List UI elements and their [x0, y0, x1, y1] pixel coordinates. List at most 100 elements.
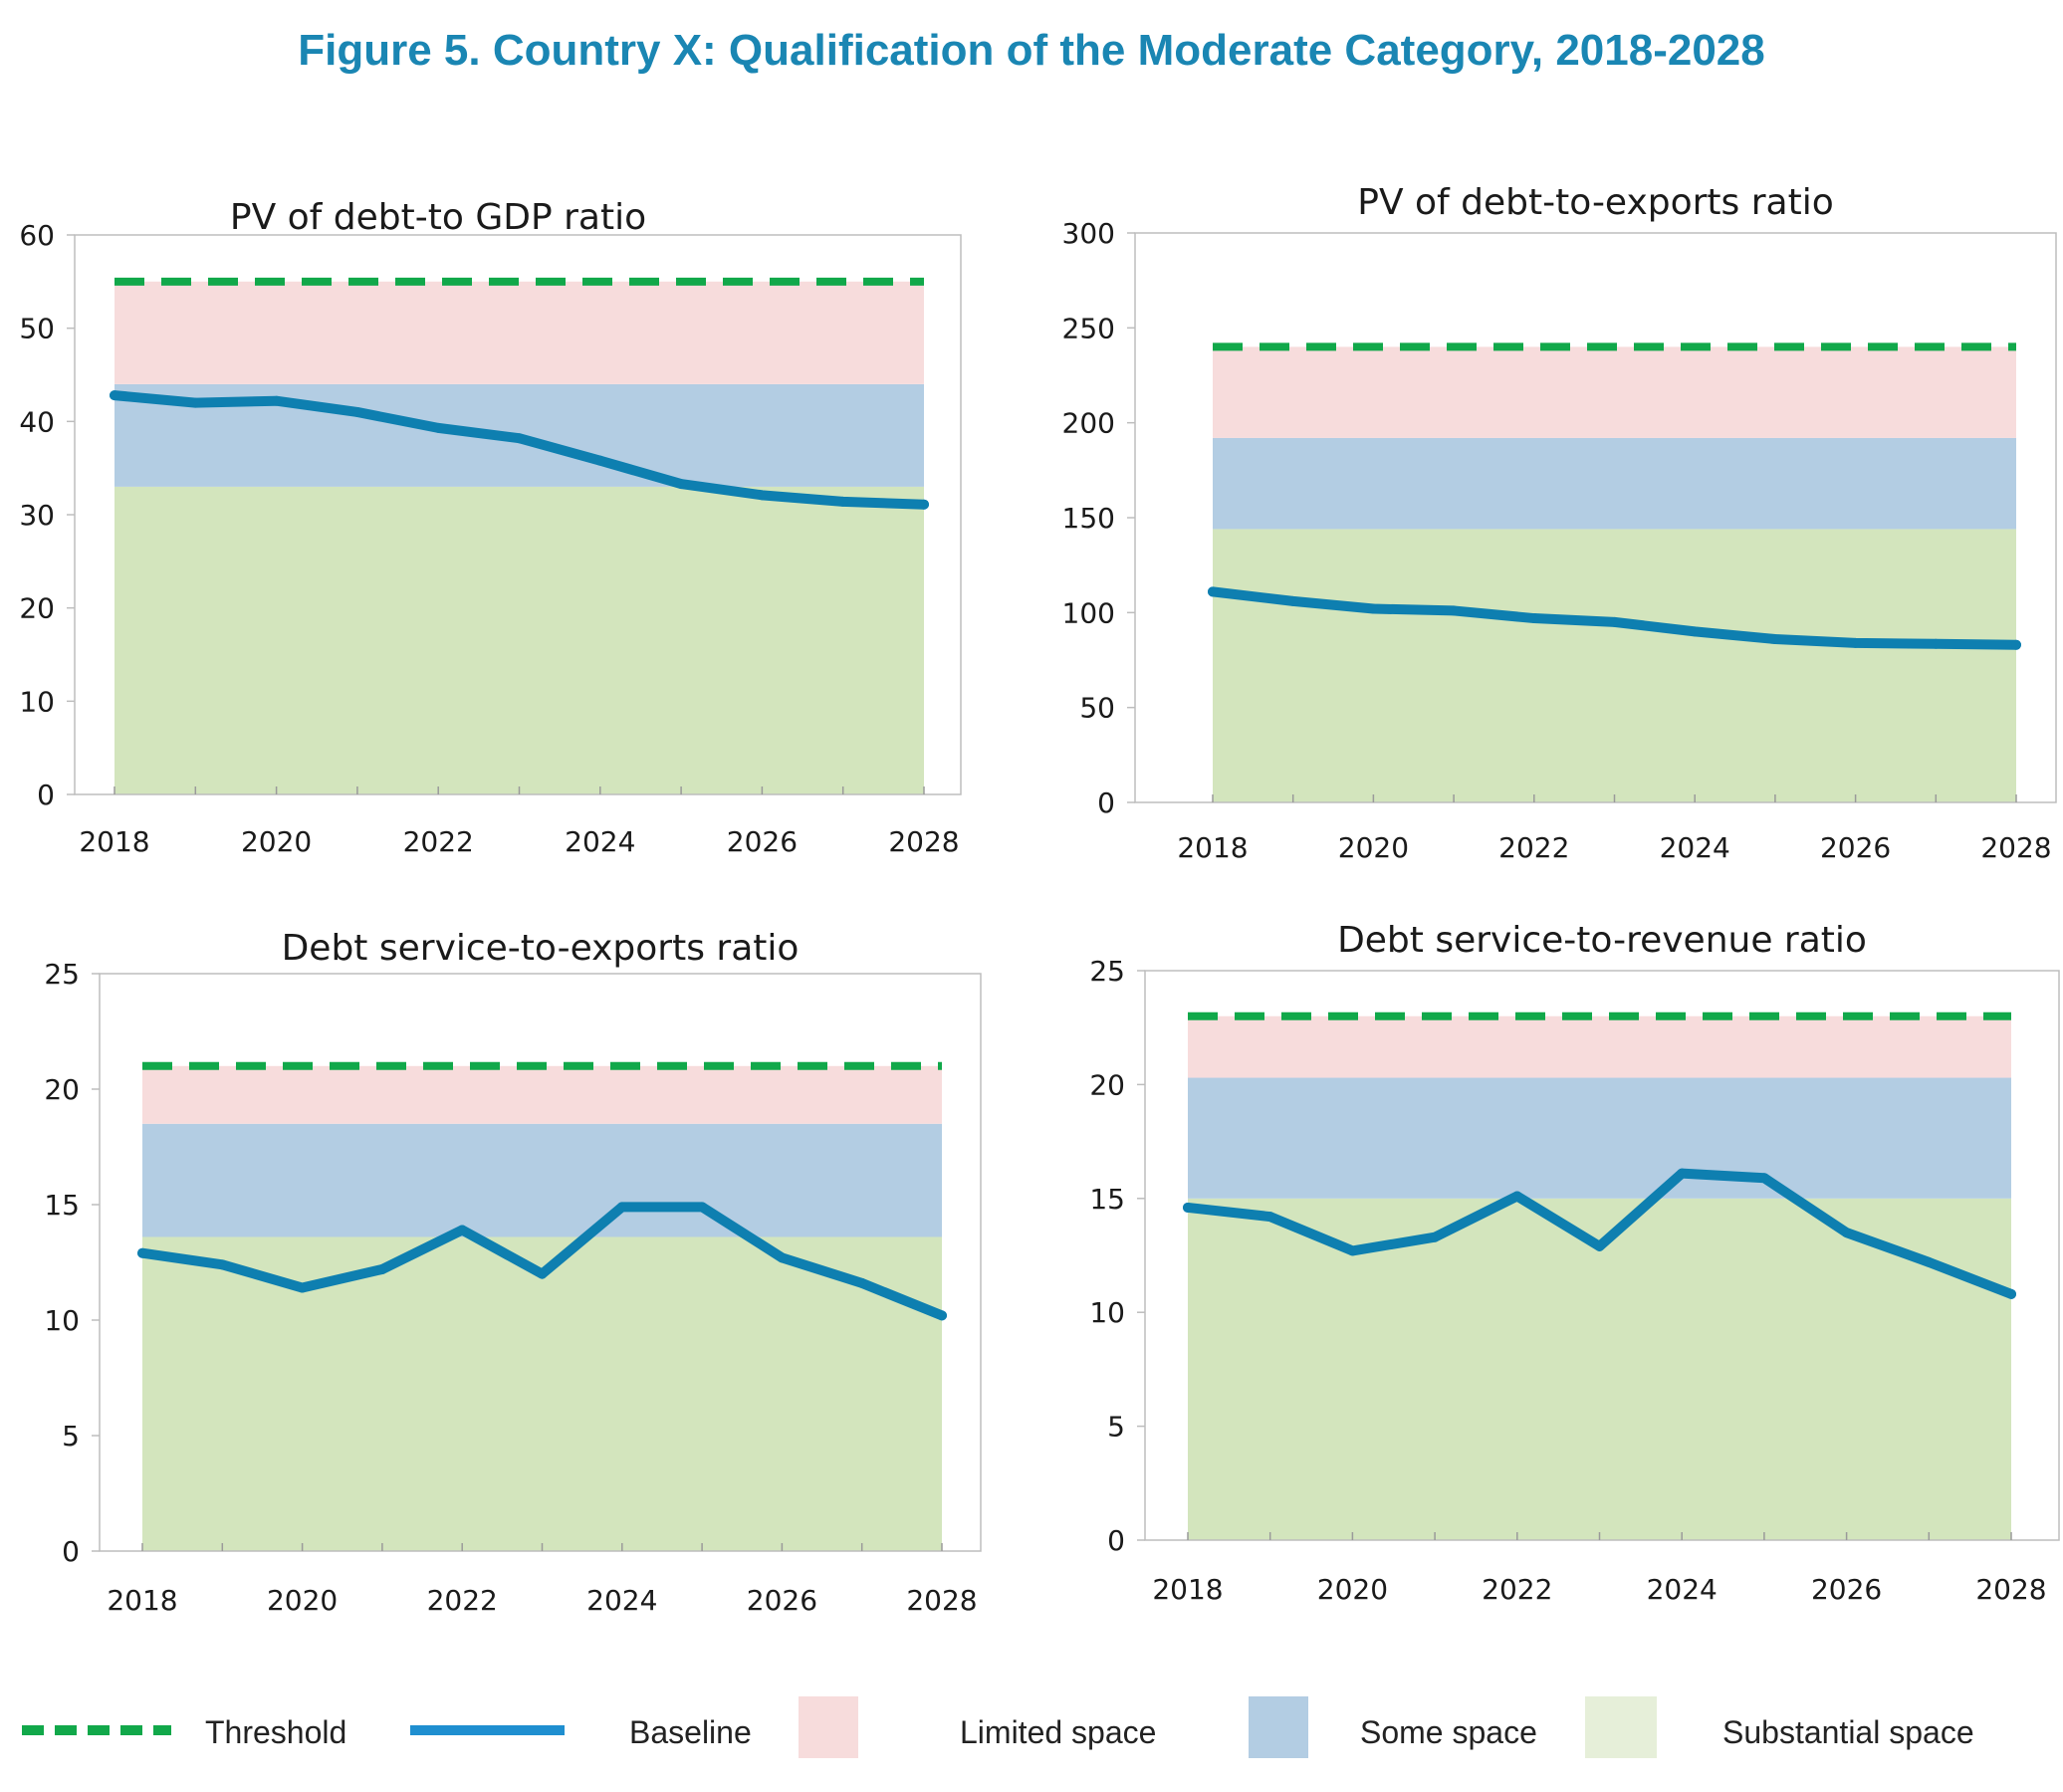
x-tick-label: 2018 [1152, 1573, 1223, 1606]
some-space-band [1213, 437, 2016, 530]
baseline-point [2011, 639, 2021, 650]
y-tick-label: 40 [19, 405, 55, 438]
x-tick-label: 2026 [1811, 1573, 1882, 1606]
baseline-point [1528, 613, 1539, 624]
x-tick-label: 2026 [727, 825, 798, 858]
y-tick-label: 10 [1089, 1296, 1125, 1329]
plot-frame [99, 973, 982, 1552]
x-tick-label: 2024 [565, 825, 635, 858]
chart-title: Debt service-to-exports ratio [282, 928, 800, 969]
baseline-point [1183, 1202, 1193, 1213]
y-tick-label: 50 [19, 313, 55, 345]
baseline-point [1758, 1173, 1769, 1184]
x-tick-label: 2022 [1498, 831, 1569, 864]
baseline-point [919, 499, 929, 510]
x-tick-label: 2024 [1647, 1573, 1718, 1606]
y-tick-label: 0 [1097, 786, 1115, 819]
baseline-point [1368, 603, 1379, 614]
baseline-point [351, 406, 362, 417]
x-tick-label: 2020 [267, 1584, 338, 1617]
baseline-point [1287, 595, 1298, 606]
y-tick-label: 0 [62, 1535, 80, 1568]
figure-title: Figure 5. Country X: Qualification of th… [298, 26, 1765, 75]
baseline-point [537, 1268, 548, 1279]
baseline-point [271, 395, 282, 406]
y-tick-label: 20 [19, 592, 55, 625]
some-space-band [1188, 1077, 2011, 1199]
legend-label-baseline: Baseline [629, 1714, 752, 1750]
substantial-space-band [115, 486, 924, 794]
baseline-point [190, 397, 201, 408]
chart-title: PV of debt-to-exports ratio [1357, 182, 1834, 223]
limited-space-band [142, 1065, 942, 1124]
substantial-space-band [1188, 1198, 2011, 1540]
baseline-point [137, 1247, 147, 1258]
baseline-point [110, 390, 119, 401]
baseline-point [514, 433, 525, 444]
legend-item-limited-space: Limited space [799, 1692, 1197, 1772]
substantial-space-band [1213, 529, 2016, 802]
y-tick-label: 5 [62, 1420, 80, 1453]
y-tick-label: 20 [44, 1073, 80, 1106]
x-tick-label: 2026 [1820, 831, 1891, 864]
x-tick-label: 2022 [1482, 1573, 1552, 1606]
x-tick-label: 2018 [1177, 831, 1248, 864]
y-tick-label: 30 [19, 499, 55, 532]
legend-label-limited-space: Limited space [960, 1714, 1157, 1750]
y-tick-label: 0 [37, 779, 55, 811]
x-tick-label: 2026 [747, 1584, 817, 1617]
baseline-point [1924, 1256, 1935, 1267]
baseline-point [433, 422, 444, 433]
y-tick-label: 10 [19, 685, 55, 718]
baseline-point [837, 496, 848, 507]
y-tick-label: 50 [1079, 692, 1115, 725]
substantial-space-band [142, 1236, 942, 1551]
x-tick-label: 2028 [1980, 831, 2051, 864]
baseline-point [676, 479, 687, 490]
baseline-point [757, 490, 768, 501]
y-tick-label: 25 [1089, 955, 1125, 988]
baseline-point [1449, 605, 1460, 616]
legend-label-substantial-space: Substantial space [1722, 1714, 1974, 1750]
x-tick-label: 2018 [79, 825, 149, 858]
baseline-point [937, 1310, 947, 1321]
some-space-swatch [1249, 1696, 1308, 1758]
baseline-point [697, 1202, 708, 1213]
baseline-point [1677, 1168, 1688, 1179]
y-tick-label: 15 [44, 1189, 80, 1222]
y-tick-label: 200 [1062, 407, 1115, 440]
limited-space-band [115, 281, 924, 384]
y-tick-label: 0 [1107, 1524, 1125, 1557]
x-tick-label: 2020 [1338, 831, 1409, 864]
baseline-point [1511, 1191, 1522, 1202]
threshold-swatch [22, 1725, 171, 1735]
plot-frame [1144, 970, 2060, 1541]
baseline-point [616, 1202, 627, 1213]
chart-pv-debt-to-gdp: PV of debt-to GDP ratio 0 10 20 30 40 50 60 2018… [19, 197, 962, 858]
y-tick-label: 250 [1062, 312, 1115, 344]
y-tick-label: 60 [19, 219, 55, 252]
chart-debt-service-to-exports: Debt service-to-exports ratio 0 5 10 15 20 25 2… [44, 928, 982, 1617]
chart-pv-debt-to-exports: PV of debt-to-exports ratio 0 50 100 150 200 2… [1062, 182, 2057, 864]
baseline-point [1931, 638, 1942, 649]
x-tick-label: 2028 [888, 825, 959, 858]
y-tick-label: 20 [1089, 1068, 1125, 1101]
x-tick-label: 2028 [906, 1584, 977, 1617]
legend: Threshold Baseline Limited space Some sp… [0, 1692, 2063, 1772]
baseline-point [856, 1277, 867, 1288]
legend-item-substantial-space: Substantial space [1585, 1692, 2043, 1772]
baseline-swatch [410, 1725, 565, 1735]
legend-label-some-space: Some space [1360, 1714, 1537, 1750]
x-tick-label: 2020 [1317, 1573, 1388, 1606]
baseline-point [297, 1282, 308, 1293]
legend-item-some-space: Some space [1249, 1692, 1607, 1772]
baseline-point [1850, 637, 1861, 648]
baseline-point [1769, 634, 1780, 645]
baseline-point [777, 1252, 788, 1263]
x-tick-label: 2020 [241, 825, 312, 858]
limited-space-band [1213, 346, 2016, 438]
y-tick-label: 25 [44, 958, 80, 991]
y-tick-label: 100 [1062, 596, 1115, 629]
baseline-point [376, 1263, 387, 1274]
x-tick-label: 2024 [586, 1584, 657, 1617]
